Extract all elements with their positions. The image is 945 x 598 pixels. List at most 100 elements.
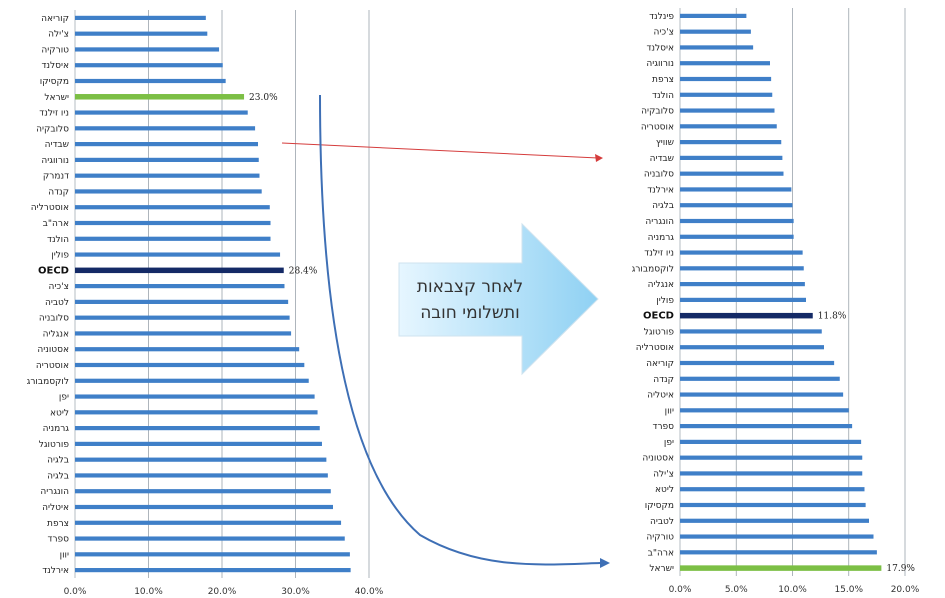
bar xyxy=(75,173,260,178)
bar xyxy=(680,266,804,271)
category-label: קוריאה xyxy=(41,14,69,24)
bar xyxy=(680,424,853,429)
x-tick-label: 40.0% xyxy=(355,587,384,597)
category-label: ספרד xyxy=(653,422,675,432)
bar xyxy=(75,31,208,36)
bar xyxy=(75,504,333,510)
bar xyxy=(75,236,271,241)
category-label: פורטוגל xyxy=(39,440,70,450)
callout-line-2: ותשלומי חובה xyxy=(420,303,520,323)
category-label: מקסיקו xyxy=(40,77,69,87)
category-label: לוקסמבורג xyxy=(632,264,674,274)
bar xyxy=(680,187,792,192)
red-connector-arrow xyxy=(281,142,599,159)
category-label: צ'כיה xyxy=(49,282,69,292)
category-label: ישראל xyxy=(649,564,674,574)
bar xyxy=(680,329,822,334)
category-label: הונגריה xyxy=(40,487,69,497)
bar xyxy=(75,347,300,352)
bar xyxy=(680,61,770,66)
bar xyxy=(680,203,793,208)
category-label: צ'ילה xyxy=(653,469,674,479)
bar xyxy=(680,124,777,129)
bar xyxy=(680,312,813,319)
category-label: פולין xyxy=(51,251,69,261)
category-label: אוסטריה xyxy=(641,122,674,132)
category-label: פולין xyxy=(656,296,674,306)
category-label: טורקיה xyxy=(646,533,674,543)
bar xyxy=(75,252,281,257)
bar xyxy=(75,331,292,336)
category-label: טורקיה xyxy=(41,45,69,55)
bar xyxy=(75,441,322,446)
x-tick-label: 20.0% xyxy=(891,585,920,595)
category-label: יפן xyxy=(664,438,674,448)
bar xyxy=(680,234,794,239)
bar xyxy=(75,299,289,304)
bar xyxy=(75,157,259,162)
category-label: סלובניה xyxy=(39,314,69,324)
category-label: בלגיה xyxy=(47,456,69,466)
category-label: סלובקיה xyxy=(641,107,674,117)
bar xyxy=(75,426,320,431)
bar xyxy=(75,473,328,478)
bar xyxy=(680,92,773,97)
category-label: איסלנד xyxy=(41,61,69,71)
x-tick-label: 10.0% xyxy=(134,587,163,597)
bar xyxy=(680,76,772,82)
category-label: קוריאה xyxy=(646,359,674,369)
bar xyxy=(75,267,284,274)
bar xyxy=(75,394,315,399)
category-label: ליטא xyxy=(655,485,674,495)
bar xyxy=(75,362,305,368)
category-label: לטביה xyxy=(45,298,69,308)
bar xyxy=(680,250,803,255)
bar xyxy=(75,568,351,573)
category-label: אנגליה xyxy=(43,329,69,339)
bar xyxy=(680,565,882,571)
bar xyxy=(680,471,863,476)
category-label: סלובניה xyxy=(644,170,674,180)
chart-before-transfers: 0.0% 10.0% 20.0% 30.0% 40.0% קוריאה צ'ילה טורקי… xyxy=(27,10,384,597)
x-tick-label: 30.0% xyxy=(281,587,310,597)
bar xyxy=(680,29,751,34)
category-label: ניו זילנד xyxy=(644,249,674,259)
bar xyxy=(75,457,327,462)
bar xyxy=(75,552,350,557)
x-tick-label: 0.0% xyxy=(64,587,87,597)
bar xyxy=(680,345,824,350)
bar xyxy=(680,518,869,523)
category-label: שבדיה xyxy=(45,140,69,150)
bar xyxy=(680,392,844,397)
value-label: 11.8% xyxy=(818,312,847,322)
bar xyxy=(680,140,782,145)
category-label: ארה"ב xyxy=(43,219,69,229)
category-label: ארה"ב xyxy=(648,548,674,558)
category-label: אוסטריה xyxy=(36,361,69,371)
red-arrowhead-icon xyxy=(595,154,603,162)
category-label: גרמניה xyxy=(43,424,70,434)
bar xyxy=(680,45,754,50)
bar xyxy=(75,284,285,289)
category-label: איסלנד xyxy=(646,43,674,53)
bar xyxy=(680,297,806,302)
category-label: גרמניה xyxy=(648,233,675,243)
blue-arrowhead-icon xyxy=(600,558,610,568)
value-label: 23.0% xyxy=(249,93,278,103)
callout-arrow-shape xyxy=(398,222,599,376)
bar xyxy=(75,220,271,226)
bar xyxy=(75,78,226,84)
bar xyxy=(75,47,220,52)
arrows-layer xyxy=(281,94,610,568)
bar xyxy=(75,63,223,68)
x-tick-label: 20.0% xyxy=(208,587,237,597)
category-label: איטליה xyxy=(647,391,674,401)
bar xyxy=(680,282,805,287)
category-label: הולנד xyxy=(652,91,674,101)
category-label: יפן xyxy=(59,393,69,403)
x-tick-label: 5.0% xyxy=(725,585,748,595)
bar xyxy=(75,315,290,320)
category-label: נורווגיה xyxy=(41,156,69,166)
bar xyxy=(75,378,309,383)
bar xyxy=(680,376,840,381)
